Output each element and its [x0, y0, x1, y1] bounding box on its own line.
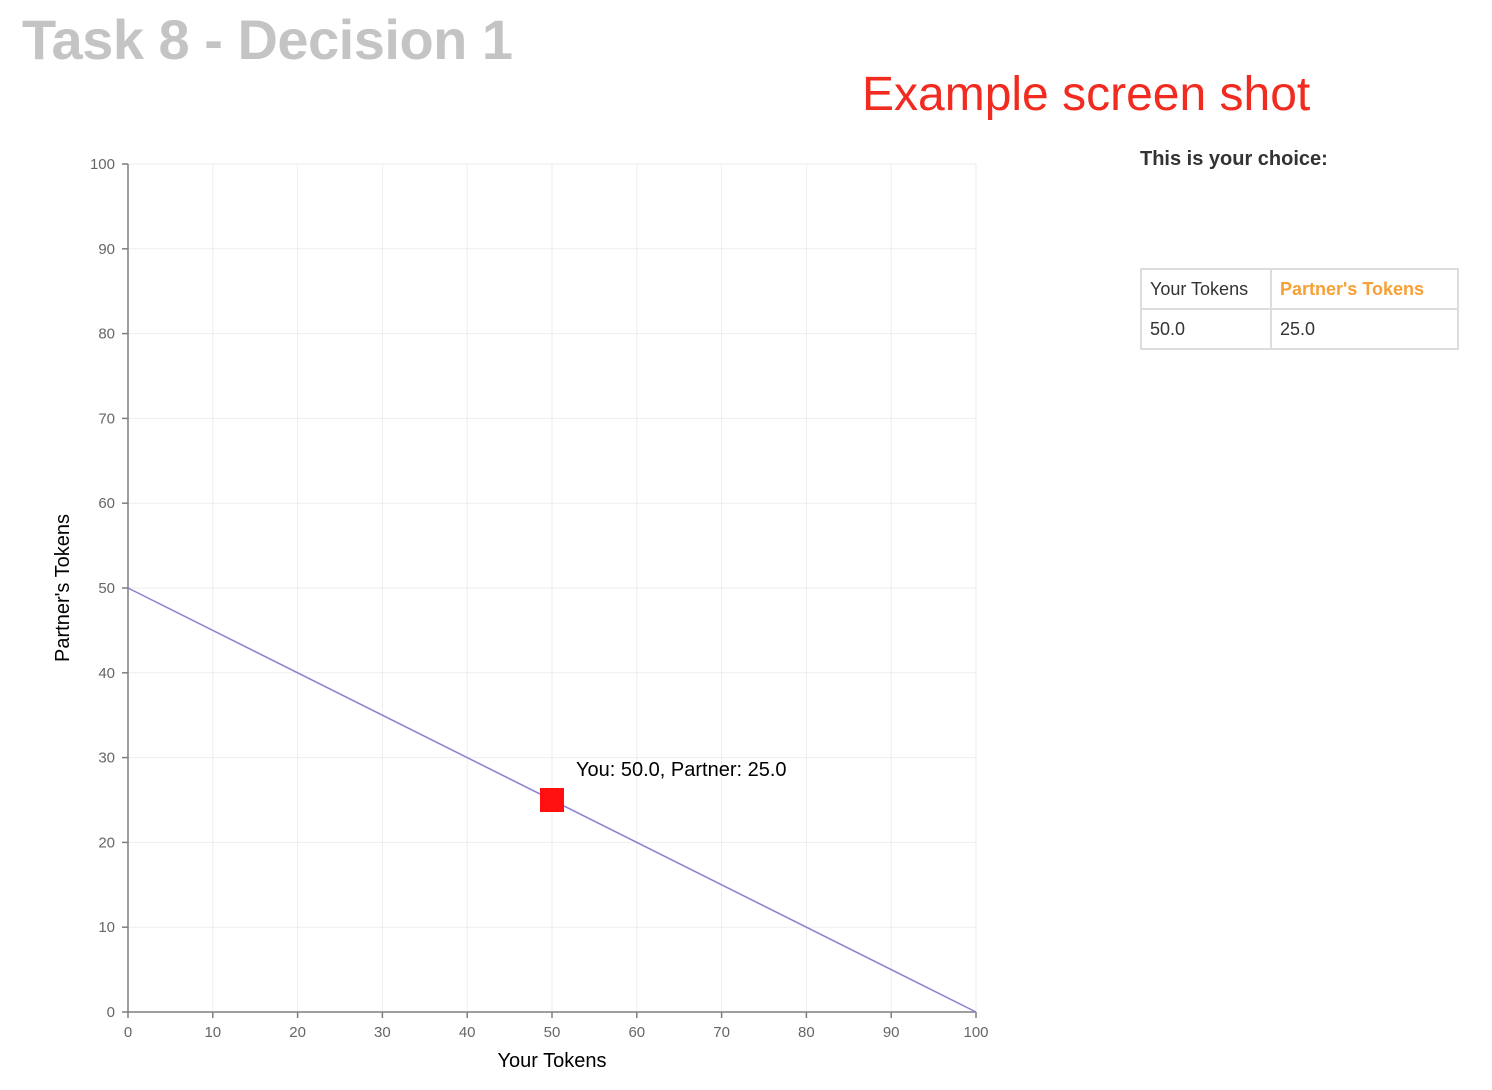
choice-layer: You: 50.0, Partner: 25.0 — [540, 759, 787, 812]
page-title: Task 8 - Decision 1 — [22, 8, 513, 71]
header-your-tokens: Your Tokens — [1140, 268, 1272, 310]
x-tick-label: 30 — [374, 1024, 391, 1041]
choice-heading: This is your choice: — [1140, 148, 1328, 170]
grid-lines — [128, 163, 977, 1012]
y-tick-label: 0 — [107, 1004, 115, 1021]
x-tick-label: 60 — [628, 1024, 645, 1041]
choice-table: Your Tokens Partner's Tokens 50.0 25.0 — [1140, 268, 1459, 350]
y-tick-label: 20 — [98, 834, 115, 851]
axes: 0 10 20 30 40 50 60 70 80 90 100 0 10 20 30 40 50 60 70 80 9… — [90, 156, 989, 1041]
x-tick-label: 50 — [544, 1024, 561, 1041]
allocation-chart[interactable]: 0 10 20 30 40 50 60 70 80 90 100 0 10 20 30 40 50 60 70 80 9… — [0, 0, 1010, 1090]
x-tick-label: 40 — [459, 1024, 476, 1041]
x-tick-label: 90 — [883, 1024, 900, 1041]
x-tick-label: 20 — [289, 1024, 306, 1041]
x-tick-label: 80 — [798, 1024, 815, 1041]
x-tick-label: 100 — [963, 1024, 988, 1041]
y-axis-label: Partner's Tokens — [52, 514, 74, 662]
header-partners-tokens: Partner's Tokens — [1270, 268, 1459, 310]
y-tick-label: 10 — [98, 919, 115, 936]
cell-partners-tokens: 25.0 — [1270, 308, 1459, 350]
cell-your-tokens: 50.0 — [1140, 308, 1272, 350]
y-tick-label: 30 — [98, 750, 115, 767]
y-tick-label: 80 — [98, 326, 115, 343]
choice-annotation: You: 50.0, Partner: 25.0 — [576, 759, 787, 781]
table-row: 50.0 25.0 — [1140, 308, 1459, 350]
y-tick-label: 90 — [98, 241, 115, 258]
example-banner: Example screen shot — [862, 68, 1311, 121]
y-tick-label: 40 — [98, 665, 115, 682]
x-tick-label: 70 — [713, 1024, 730, 1041]
x-tick-label: 10 — [204, 1024, 221, 1041]
table-header-row: Your Tokens Partner's Tokens — [1140, 268, 1459, 310]
y-tick-label: 70 — [98, 410, 115, 427]
y-tick-label: 50 — [98, 580, 115, 597]
x-tick-label: 0 — [124, 1024, 132, 1041]
choice-marker[interactable] — [540, 788, 564, 812]
x-axis-label: Your Tokens — [498, 1050, 607, 1072]
y-tick-label: 60 — [98, 495, 115, 512]
y-tick-label: 100 — [90, 156, 115, 173]
